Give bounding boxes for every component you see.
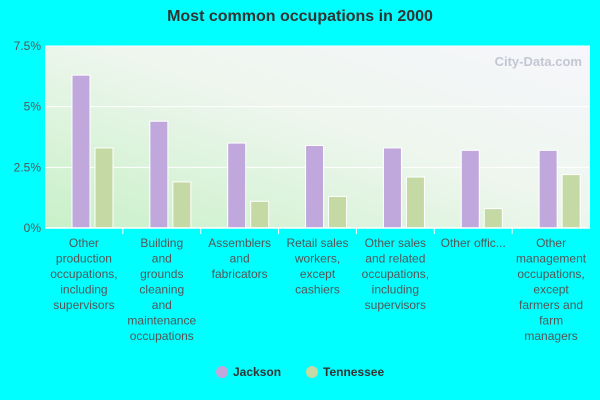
bar-tennessee-2 [250,200,270,229]
bar-jackson-2 [227,142,247,229]
bar-tennessee-6 [561,174,581,229]
bar-tennessee-1 [172,181,192,229]
bar-tennessee-4 [405,176,425,229]
category-label: Other management occupations, except farmers… [516,236,587,343]
y-tick-label: 2.5% [14,160,42,174]
legend-label-jackson: Jackson [233,365,281,379]
chart-title: Most common occupations in 2000 [167,8,433,25]
category-label: Other sales and related occupations, includ… [362,236,429,312]
bar-tennessee-5 [483,208,503,229]
bar-jackson-4 [382,147,402,229]
legend-label-tennessee: Tennessee [323,365,384,379]
category-label: Other production occupations, including supe… [50,236,117,312]
category-label: Assemblers and fabricators [208,236,271,281]
bar-jackson-1 [149,120,169,229]
watermark: City-Data.com [495,54,582,69]
bar-tennessee-0 [94,147,114,229]
legend: Jackson Tennessee [216,365,384,379]
category-label: Retail sales workers, except cashiers [286,236,348,297]
bar-jackson-5 [460,149,480,229]
bar-jackson-6 [538,149,558,229]
category-label: Building and grounds cleaning and maintenance… [127,236,196,343]
legend-swatch-jackson [216,366,228,378]
y-tick-label: 7.5% [14,39,42,53]
category-label: Other offic... [441,236,506,250]
y-tick-label: 0% [24,221,42,235]
watermark-text: City-Data.com [495,54,582,69]
bar-jackson-3 [305,144,325,229]
bar-tennessee-3 [328,195,348,229]
axes: 0% 2.5% 5% 7.5% Other production occupations, i… [14,39,590,343]
bars [71,74,581,229]
bar-jackson-0 [71,74,91,229]
legend-swatch-tennessee [306,366,318,378]
y-tick-label: 5% [24,100,42,114]
